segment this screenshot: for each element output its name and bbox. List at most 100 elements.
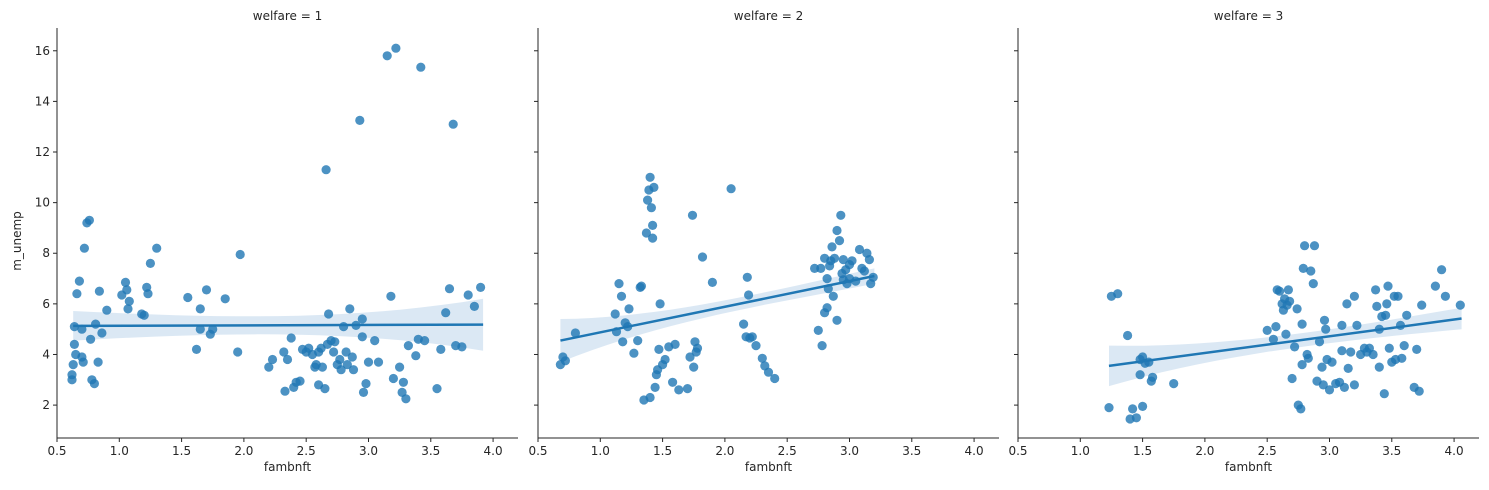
data-point	[1412, 344, 1422, 354]
data-point	[646, 203, 657, 213]
data-point	[726, 184, 736, 194]
data-point	[832, 225, 842, 236]
data-point	[93, 357, 103, 367]
data-point	[1371, 285, 1381, 295]
data-point	[610, 309, 620, 319]
x-axis-label: fambnft	[1225, 460, 1273, 474]
data-point	[357, 332, 367, 342]
data-point	[1349, 291, 1359, 301]
data-point	[448, 119, 458, 129]
data-point	[650, 382, 660, 392]
data-point	[1379, 389, 1389, 399]
data-point	[828, 291, 838, 301]
panel-title: welfare = 1	[253, 9, 322, 23]
data-point	[282, 354, 293, 365]
x-axis-label: fambnft	[264, 460, 312, 474]
data-point	[1138, 401, 1148, 411]
x-tick-label: 3.5	[902, 444, 921, 458]
data-point	[616, 291, 627, 301]
data-point	[347, 352, 357, 362]
x-tick-label: 1.0	[110, 444, 129, 458]
data-point	[1128, 404, 1138, 414]
data-point	[152, 243, 162, 253]
data-point	[355, 115, 365, 125]
data-point	[208, 324, 218, 334]
data-point	[1309, 241, 1320, 251]
data-point	[124, 296, 134, 306]
panel-title: welfare = 2	[734, 9, 803, 23]
facet-panel-1: welfare = 1 0.5 1.0 1.5 2.0 2.5 3.0 3.5 4.0 fambn…	[35, 9, 518, 474]
data-point	[836, 210, 846, 220]
data-point	[1414, 386, 1424, 396]
data-point	[820, 308, 830, 318]
data-point	[827, 242, 837, 252]
data-point	[1374, 362, 1384, 372]
data-point	[1327, 357, 1337, 367]
data-point	[345, 304, 355, 314]
data-point	[373, 357, 384, 367]
data-point	[747, 332, 757, 342]
data-point	[838, 255, 848, 265]
x-tick-label: 1.0	[1071, 444, 1090, 458]
x-tick-label: 4.0	[1445, 444, 1464, 458]
data-point	[363, 357, 374, 367]
data-point	[361, 379, 371, 389]
data-point	[757, 353, 767, 363]
data-point	[707, 277, 718, 287]
data-point	[286, 333, 296, 343]
data-point	[1318, 380, 1328, 390]
data-point	[687, 210, 698, 220]
data-point	[770, 373, 780, 384]
data-point	[382, 51, 392, 61]
regression-line	[560, 274, 875, 342]
y-tick-label: 14	[35, 94, 50, 108]
data-point	[74, 276, 84, 286]
data-point	[388, 373, 398, 384]
data-point	[1319, 315, 1330, 325]
data-point	[1148, 372, 1158, 382]
data-point	[1314, 337, 1325, 347]
data-point	[195, 324, 205, 334]
data-point	[441, 308, 451, 318]
data-point	[72, 289, 82, 299]
data-point	[864, 255, 875, 265]
data-point	[436, 344, 446, 354]
data-point	[854, 244, 865, 255]
data-point	[1437, 265, 1447, 275]
data-point	[317, 362, 327, 372]
x-tick-label: 2.5	[1258, 444, 1277, 458]
x-tick-label: 4.0	[965, 444, 984, 458]
data-point	[618, 337, 628, 347]
data-point	[1337, 346, 1347, 356]
data-point	[457, 342, 467, 352]
data-point	[813, 325, 823, 335]
data-point	[386, 291, 396, 301]
data-point	[1296, 404, 1306, 414]
data-point	[233, 347, 243, 357]
data-point	[86, 334, 96, 344]
confidence-band	[1109, 307, 1462, 387]
data-point	[689, 362, 699, 372]
data-point	[674, 385, 684, 395]
data-point	[1275, 286, 1285, 296]
regression-line	[73, 323, 484, 328]
data-point	[742, 272, 752, 282]
data-point	[97, 328, 107, 338]
data-point	[1352, 320, 1362, 330]
data-point	[398, 377, 408, 387]
y-tick-label: 4	[42, 347, 50, 361]
data-point	[844, 260, 855, 270]
x-tick-label: 4.0	[484, 444, 503, 458]
data-point	[1262, 325, 1272, 335]
x-tick-label: 1.5	[1133, 444, 1152, 458]
y-tick-label: 12	[35, 145, 50, 159]
data-point	[1383, 281, 1393, 291]
data-point	[139, 310, 149, 320]
x-tick-label: 3.0	[359, 444, 378, 458]
data-point	[692, 343, 703, 353]
data-point	[89, 379, 99, 389]
data-point	[94, 286, 104, 296]
data-point	[432, 384, 442, 394]
data-point	[648, 233, 658, 243]
data-point	[636, 281, 647, 291]
